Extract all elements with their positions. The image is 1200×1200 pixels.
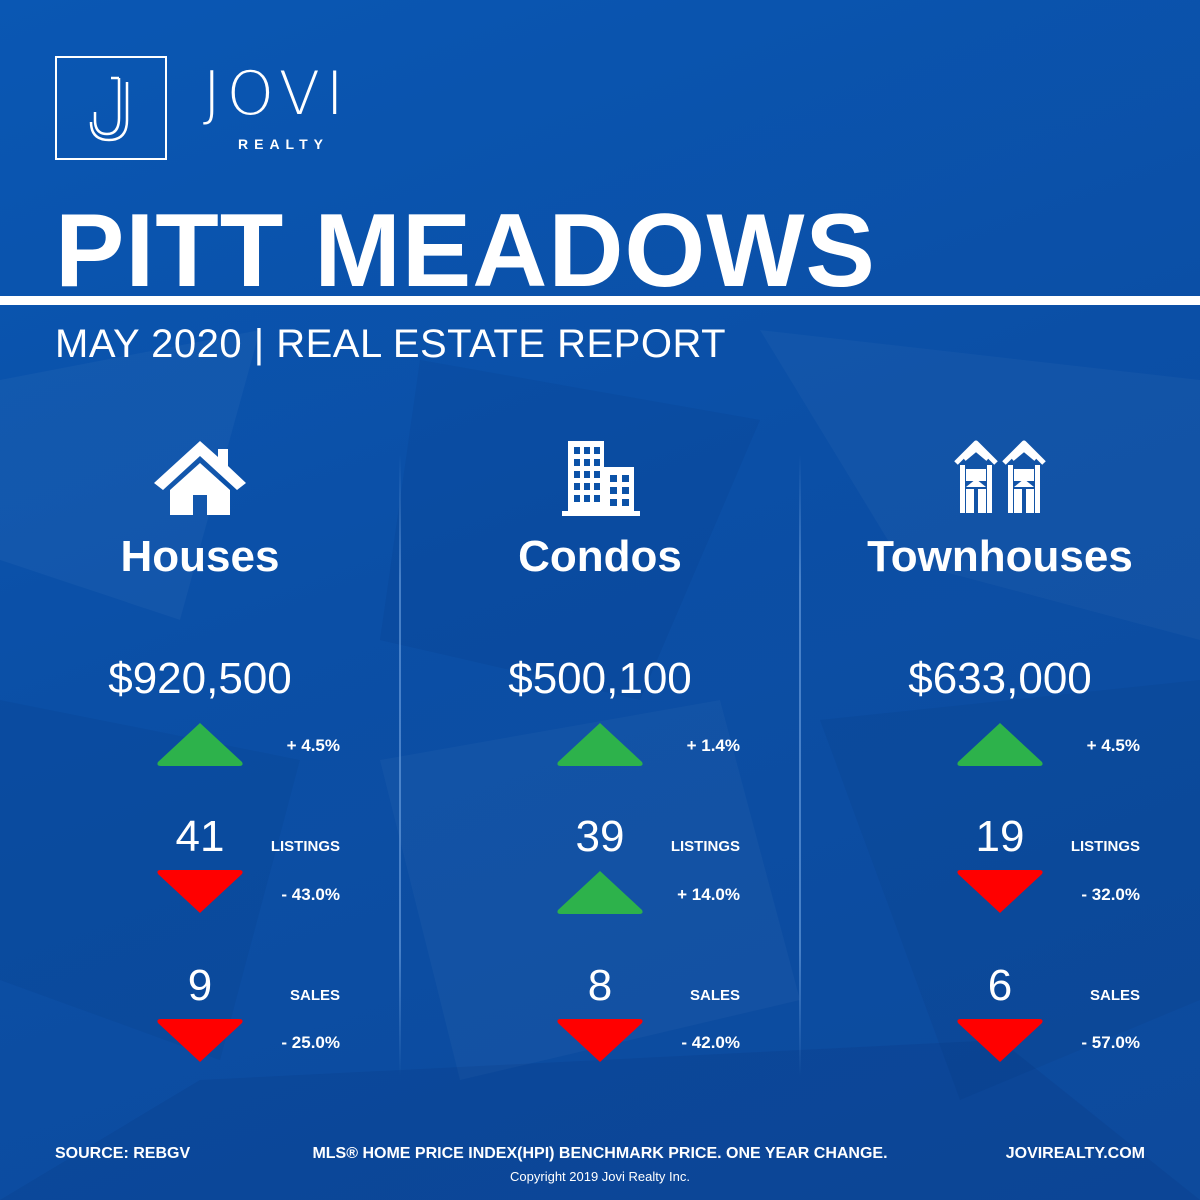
arrow-up-icon: [957, 723, 1043, 766]
listings-label: LISTINGS: [1070, 838, 1140, 855]
report-subtitle: MAY 2020 | REAL ESTATE REPORT: [55, 322, 727, 366]
column-townhouses: Townhouses $633,000 + 4.5% 19 LISTINGS -…: [800, 0, 1200, 1200]
column-houses: Houses $920,500 + 4.5% 41 LISTINGS - 43.…: [0, 0, 400, 1200]
column-divider: [799, 455, 801, 1075]
benchmark-price: $633,000: [908, 654, 1092, 703]
house-icon: [154, 441, 246, 515]
footer-website-link[interactable]: JOVIREALTY.COM: [1005, 1145, 1145, 1162]
benchmark-price: $500,100: [508, 654, 692, 703]
sales-label: SALES: [1089, 987, 1140, 1004]
copyright: Copyright 2019 Jovi Realty Inc.: [510, 1169, 690, 1184]
listings-label: LISTINGS: [270, 838, 340, 855]
logo-mark: [55, 56, 167, 160]
arrow-down-icon: [557, 1019, 643, 1062]
arrow-up-icon: [557, 871, 643, 914]
arrow-down-icon: [157, 870, 243, 913]
arrow-up-icon: [557, 723, 643, 766]
listings-label: LISTINGS: [670, 838, 740, 855]
sales-label: SALES: [689, 987, 740, 1004]
listings-change: - 32.0%: [1081, 885, 1140, 904]
column-title: Houses: [120, 532, 280, 581]
page-title: PITT MEADOWS: [55, 193, 876, 309]
arrow-down-icon: [157, 1019, 243, 1062]
listings-count: 41: [175, 812, 225, 861]
sales-count: 9: [187, 961, 213, 1010]
sales-change: - 25.0%: [281, 1033, 340, 1052]
logo-j-icon: [89, 76, 129, 142]
price-change: + 4.5%: [1086, 736, 1140, 755]
column-condos: Condos $500,100 + 1.4% 39 LISTINGS + 14.…: [400, 0, 800, 1200]
listings-count: 19: [975, 812, 1025, 861]
arrow-down-icon: [957, 1019, 1043, 1062]
price-change: + 4.5%: [286, 736, 340, 755]
sales-change: - 57.0%: [1081, 1033, 1140, 1052]
brand-name: JOVI: [203, 59, 350, 129]
listings-change: - 43.0%: [281, 885, 340, 904]
brand-subtitle: REALTY: [238, 136, 329, 152]
sales-count: 6: [987, 961, 1013, 1010]
building-icon: [562, 441, 640, 516]
listings-change: + 14.0%: [677, 885, 740, 904]
title-underline: [0, 296, 1200, 305]
column-divider: [399, 455, 401, 1075]
footer-note: MLS® HOME PRICE INDEX(HPI) BENCHMARK PRI…: [312, 1145, 888, 1162]
arrow-down-icon: [957, 870, 1043, 913]
arrow-up-icon: [157, 723, 243, 766]
benchmark-price: $920,500: [108, 654, 292, 703]
footer-source: SOURCE: REBGV: [55, 1145, 191, 1162]
listings-count: 39: [575, 812, 625, 861]
townhouse-icon: [954, 440, 1046, 513]
column-title: Townhouses: [867, 532, 1133, 581]
sales-change: - 42.0%: [681, 1033, 740, 1052]
price-change: + 1.4%: [686, 736, 740, 755]
column-title: Condos: [518, 532, 682, 581]
sales-label: SALES: [289, 987, 340, 1004]
sales-count: 8: [587, 961, 613, 1010]
